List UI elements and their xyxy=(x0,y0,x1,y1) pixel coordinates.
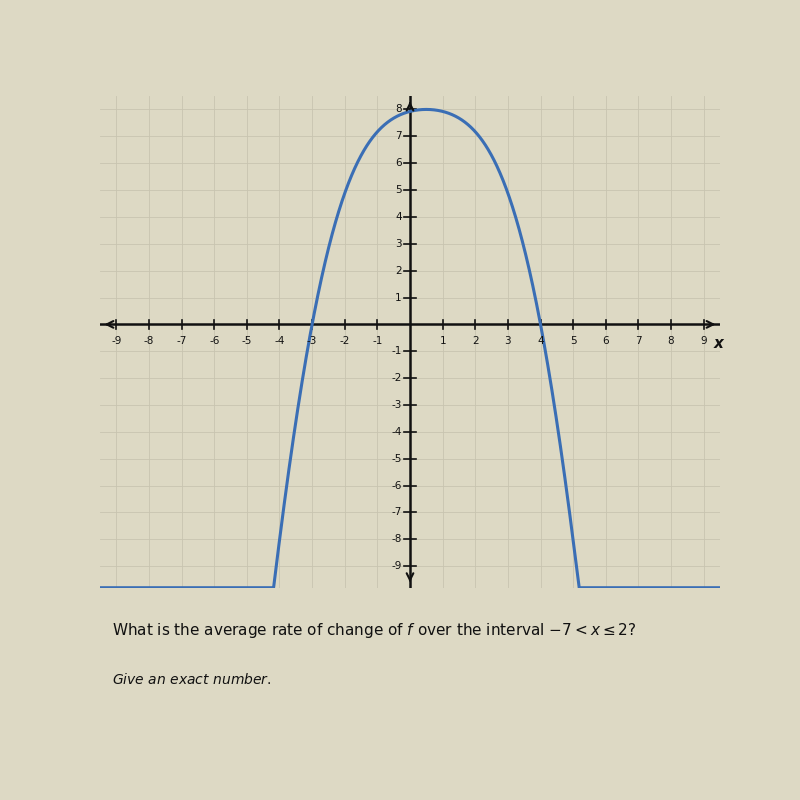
Text: 8: 8 xyxy=(395,105,402,114)
Text: -2: -2 xyxy=(339,337,350,346)
Text: -7: -7 xyxy=(176,337,186,346)
Text: 5: 5 xyxy=(395,185,402,195)
Text: What is the average rate of change of $f$ over the interval $-7 < x \leq 2$?: What is the average rate of change of $f… xyxy=(112,621,637,639)
Text: -4: -4 xyxy=(391,427,402,437)
Text: 7: 7 xyxy=(395,131,402,142)
Text: -7: -7 xyxy=(391,507,402,518)
Text: 3: 3 xyxy=(395,238,402,249)
Text: -4: -4 xyxy=(274,337,285,346)
Text: -9: -9 xyxy=(111,337,122,346)
Text: -2: -2 xyxy=(391,373,402,383)
Text: 7: 7 xyxy=(635,337,642,346)
Text: -5: -5 xyxy=(391,454,402,464)
Text: 1: 1 xyxy=(439,337,446,346)
Text: 9: 9 xyxy=(700,337,707,346)
Text: -3: -3 xyxy=(391,400,402,410)
Text: 6: 6 xyxy=(395,158,402,168)
Text: 4: 4 xyxy=(395,212,402,222)
Text: 3: 3 xyxy=(505,337,511,346)
Text: 8: 8 xyxy=(668,337,674,346)
Text: 4: 4 xyxy=(538,337,544,346)
Text: 2: 2 xyxy=(395,266,402,276)
Text: -5: -5 xyxy=(242,337,252,346)
Text: -6: -6 xyxy=(391,481,402,490)
Text: -3: -3 xyxy=(307,337,318,346)
Text: 2: 2 xyxy=(472,337,478,346)
Text: 5: 5 xyxy=(570,337,577,346)
Text: -8: -8 xyxy=(391,534,402,544)
Text: 6: 6 xyxy=(602,337,609,346)
Text: -8: -8 xyxy=(144,337,154,346)
Text: 1: 1 xyxy=(395,293,402,302)
Text: x: x xyxy=(714,337,723,351)
Text: -9: -9 xyxy=(391,562,402,571)
Text: -6: -6 xyxy=(209,337,219,346)
Text: -1: -1 xyxy=(372,337,382,346)
Text: -1: -1 xyxy=(391,346,402,356)
Text: $\it{Give\ an\ exact\ number.}$: $\it{Give\ an\ exact\ number.}$ xyxy=(112,672,272,686)
